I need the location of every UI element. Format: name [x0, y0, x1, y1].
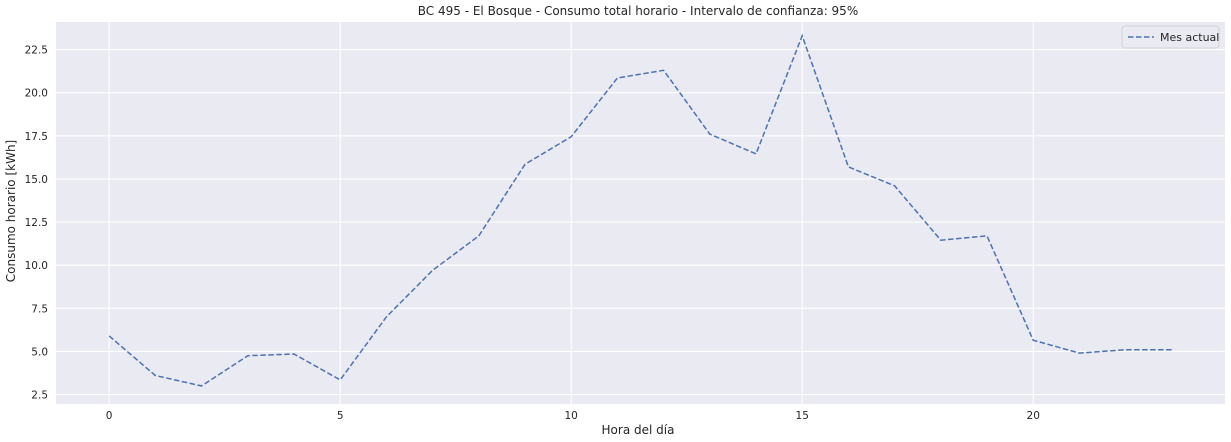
- x-tick-label: 10: [565, 410, 578, 422]
- data-point: [246, 354, 250, 358]
- y-tick-label: 12.5: [25, 217, 48, 229]
- tick-labels: 0 5 10 15 20 2.5 5.0 7.5 10.0 12.5 15.0 17.5 20.0 22.…: [25, 45, 1040, 422]
- y-tick-label: 22.5: [25, 45, 48, 57]
- data-point: [338, 378, 342, 382]
- x-tick-label: 0: [106, 410, 113, 422]
- data-point: [384, 315, 388, 319]
- data-point: [477, 234, 481, 238]
- data-point: [985, 234, 989, 238]
- data-point: [1170, 348, 1174, 352]
- y-axis-label: Consumo horario [kWh]: [4, 140, 18, 282]
- grid: [56, 22, 1225, 404]
- data-point: [431, 268, 435, 272]
- data-point: [1077, 351, 1081, 355]
- x-tick-label: 5: [337, 410, 344, 422]
- data-point: [846, 165, 850, 169]
- data-point: [569, 135, 573, 139]
- data-point: [615, 76, 619, 80]
- y-tick-label: 17.5: [25, 131, 48, 143]
- series-line: [108, 33, 1172, 387]
- data-point: [1124, 348, 1128, 352]
- y-tick-label: 10.0: [25, 260, 48, 272]
- data-point: [893, 184, 897, 188]
- data-point: [754, 152, 758, 156]
- data-point: [939, 238, 943, 242]
- data-point: [292, 352, 296, 356]
- series-layer: [107, 33, 1174, 388]
- y-tick-label: 15.0: [25, 174, 48, 186]
- chart-title: BC 495 - El Bosque - Consumo total horar…: [418, 4, 858, 18]
- x-tick-label: 15: [796, 410, 809, 422]
- data-point: [800, 34, 804, 38]
- data-point: [107, 334, 111, 338]
- y-tick-label: 2.5: [31, 390, 48, 402]
- y-tick-label: 7.5: [31, 303, 48, 315]
- data-point: [708, 132, 712, 136]
- data-point: [200, 384, 204, 388]
- y-tick-label: 5.0: [31, 346, 48, 358]
- data-point: [662, 68, 666, 72]
- legend: Mes actual: [1121, 25, 1220, 49]
- data-point: [523, 162, 527, 166]
- plot-background: [56, 22, 1225, 404]
- legend-label: Mes actual: [1160, 31, 1219, 44]
- x-axis-label: Hora del día: [602, 423, 675, 437]
- legend-box: [1121, 25, 1220, 49]
- data-point: [1031, 338, 1035, 342]
- y-tick-label: 20.0: [25, 88, 48, 100]
- x-tick-label: 20: [1027, 410, 1040, 422]
- data-point: [153, 374, 157, 378]
